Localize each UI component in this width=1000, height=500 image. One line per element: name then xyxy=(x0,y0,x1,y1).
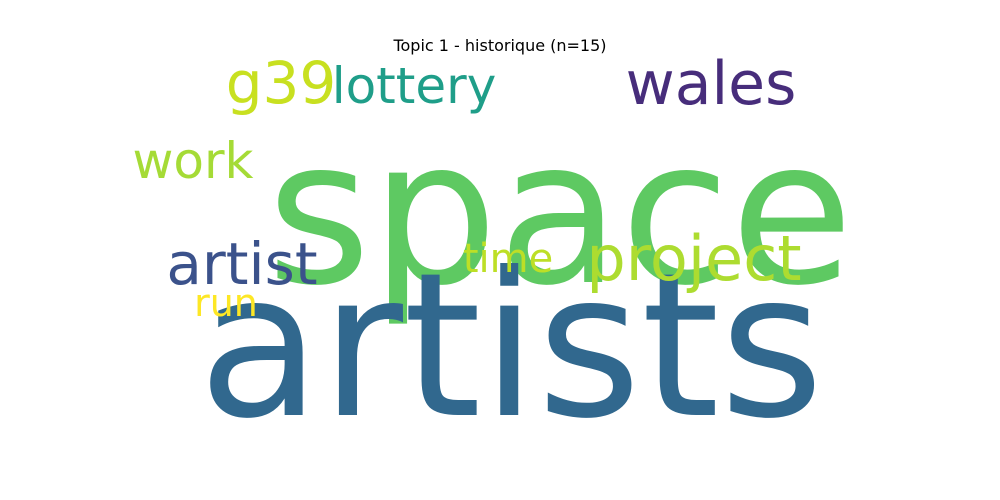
word-g39: g39 xyxy=(226,49,337,117)
chart-title: Topic 1 - historique (n=15) xyxy=(393,36,607,55)
word-run: run xyxy=(194,281,258,325)
word-artists: artists xyxy=(198,230,824,463)
word-lottery: lottery xyxy=(332,57,497,115)
word-time: time xyxy=(463,236,553,282)
word-space: space xyxy=(267,97,854,330)
word-work: work xyxy=(133,132,254,190)
word-project: project xyxy=(586,222,801,295)
word-artist: artist xyxy=(166,230,317,298)
word-wales: wales xyxy=(626,49,797,119)
